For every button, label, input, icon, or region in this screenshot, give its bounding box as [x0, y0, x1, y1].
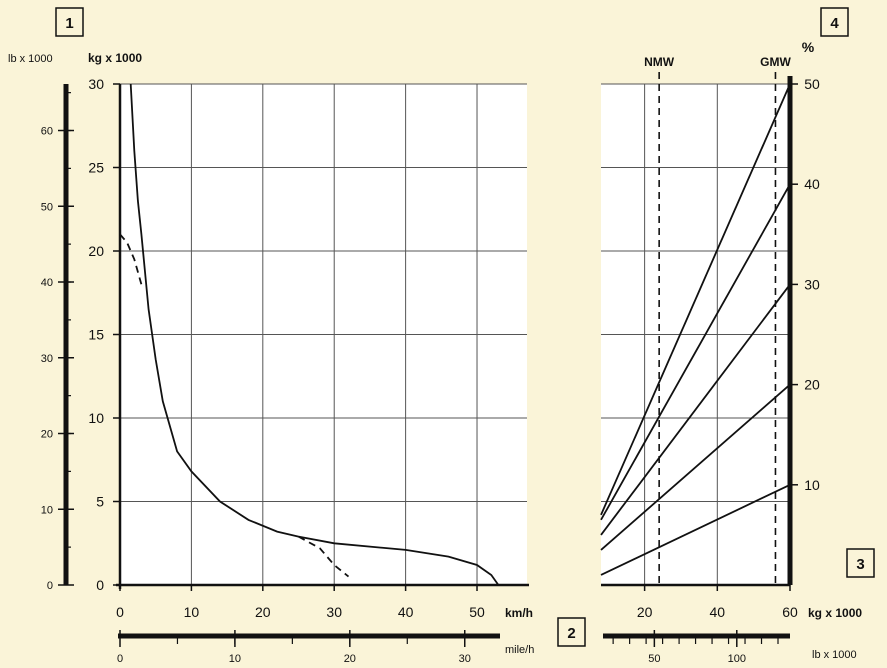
left-y-tick-label: 15	[88, 327, 104, 343]
x-axis-label-kmh: km/h	[505, 606, 533, 620]
percent-y-tick-label: 50	[804, 76, 820, 92]
x-axis-label-mph: mile/h	[505, 644, 534, 656]
reference-label-gmw: GMW	[760, 55, 791, 69]
lb-y-tick-label: 60	[41, 126, 53, 138]
left-x-tick-label: 50	[469, 604, 485, 620]
y-axis-label-lb: lb x 1000	[8, 53, 53, 65]
left-y-tick-label: 10	[88, 410, 104, 426]
left-y-tick-label: 20	[88, 243, 104, 259]
left-y-tick-label: 5	[96, 494, 104, 510]
left-x-tick-label: 0	[116, 604, 124, 620]
left-curve-dashed	[119, 233, 143, 285]
right-x-tick-label: 40	[710, 604, 726, 620]
marker-box-3	[846, 548, 875, 578]
percent-fan-line	[600, 383, 791, 551]
mph-x-tick-label: 10	[229, 653, 241, 665]
right-x-tick-label: 60	[782, 604, 798, 620]
marker-box-1	[55, 7, 84, 37]
left-x-tick-label: 10	[184, 604, 200, 620]
percent-y-tick-label: 20	[804, 377, 820, 393]
right-x-tick-label: 20	[637, 604, 653, 620]
y-axis-label-kg: kg x 1000	[88, 51, 142, 65]
marker-label-3: 3	[856, 556, 864, 573]
y-axis-label-percent: %	[802, 39, 815, 55]
marker-label-4: 4	[830, 15, 839, 32]
left-curve-solid	[129, 83, 500, 586]
lb-y-tick-label: 50	[41, 201, 53, 213]
percent-y-tick-label: 30	[804, 276, 820, 292]
left-x-tick-label: 40	[398, 604, 414, 620]
percent-y-tick-label: 10	[804, 477, 820, 493]
lb-y-tick-label: 40	[41, 277, 53, 289]
right-lb-tick-label: 50	[648, 653, 660, 665]
reference-label-nmw: NMW	[644, 55, 675, 69]
mph-x-tick-label: 30	[459, 653, 471, 665]
marker-label-1: 1	[65, 15, 73, 32]
mph-x-tick-label: 20	[344, 653, 356, 665]
lb-y-tick-label: 30	[41, 353, 53, 365]
lb-y-tick-label: 0	[47, 580, 53, 592]
x-axis-label-right-kg: kg x 1000	[808, 606, 862, 620]
marker-box-2	[557, 617, 586, 647]
right-lb-tick-label: 100	[728, 653, 746, 665]
left-y-tick-label: 0	[96, 577, 104, 593]
percent-fan-line	[600, 183, 791, 521]
percent-fan-line	[600, 283, 791, 536]
percent-fan-line	[600, 483, 791, 576]
left-x-tick-label: 30	[326, 604, 342, 620]
x-axis-label-right-lb: lb x 1000	[812, 649, 857, 661]
lb-y-tick-label: 20	[41, 429, 53, 441]
left-x-tick-label: 20	[255, 604, 271, 620]
left-y-tick-label: 25	[88, 160, 104, 176]
left-y-tick-label: 30	[88, 76, 104, 92]
lb-y-tick-label: 10	[41, 504, 53, 516]
percent-y-tick-label: 40	[804, 176, 820, 192]
percent-fan-line	[600, 83, 791, 516]
marker-label-2: 2	[567, 625, 575, 642]
marker-box-4	[820, 7, 849, 37]
left-curve-dashed	[298, 535, 350, 578]
mph-x-tick-label: 0	[117, 653, 123, 665]
